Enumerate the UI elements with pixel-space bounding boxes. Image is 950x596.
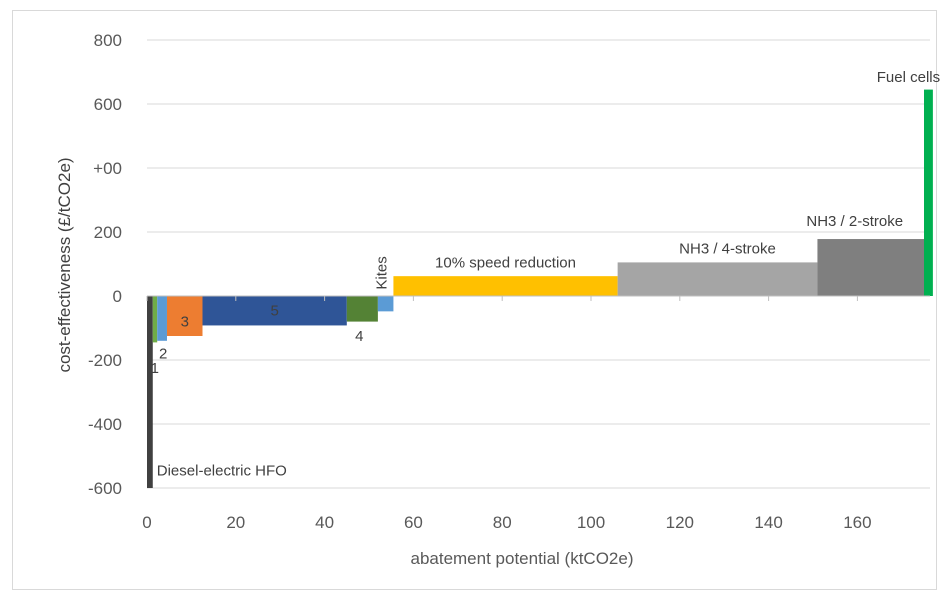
bar-label: 2: [159, 346, 167, 363]
bar: [157, 296, 167, 341]
y-axis-title: cost-effectiveness (£/tCO2e): [55, 157, 74, 372]
bar-label: 4: [355, 328, 363, 345]
x-tick-label: 0: [142, 513, 151, 532]
y-tick-label: 800: [94, 31, 122, 50]
x-tick-label: 100: [577, 513, 605, 532]
bar: [924, 90, 933, 296]
bar-label: Diesel-electric HFO: [157, 462, 287, 479]
bar: [347, 296, 378, 322]
bar-label: NH3 / 4-stroke: [679, 241, 776, 258]
bar-label: NH3 / 2-stroke: [806, 213, 903, 230]
bar: [393, 276, 617, 296]
y-tick-label: -400: [88, 415, 122, 434]
y-tick-label: -600: [88, 479, 122, 498]
y-tick-label: 0: [113, 287, 122, 306]
bar: [147, 296, 153, 488]
bar: [153, 296, 157, 342]
bar-label: 1: [151, 360, 159, 377]
bar-label: 3: [181, 314, 189, 331]
bar: [618, 262, 818, 296]
x-tick-label: 20: [226, 513, 245, 532]
y-tick-label: 600: [94, 95, 122, 114]
bar-label: Kites: [374, 256, 391, 289]
bar-label: 10% speed reduction: [435, 254, 576, 271]
bar: [817, 239, 924, 296]
y-tick-label: -200: [88, 351, 122, 370]
x-axis-title: abatement potential (ktCO2e): [410, 549, 633, 568]
x-tick-label: 80: [493, 513, 512, 532]
x-tick-label: 60: [404, 513, 423, 532]
bar-label: Fuel cells: [877, 69, 940, 86]
bars: [147, 90, 933, 488]
y-tick-label: +00: [93, 159, 122, 178]
x-tick-label: 140: [754, 513, 782, 532]
bar-label: 5: [270, 302, 278, 319]
x-tick-label: 160: [843, 513, 871, 532]
y-tick-label: 200: [94, 223, 122, 242]
x-tick-label: 120: [666, 513, 694, 532]
bar: [378, 296, 394, 311]
x-tick-label: 40: [315, 513, 334, 532]
